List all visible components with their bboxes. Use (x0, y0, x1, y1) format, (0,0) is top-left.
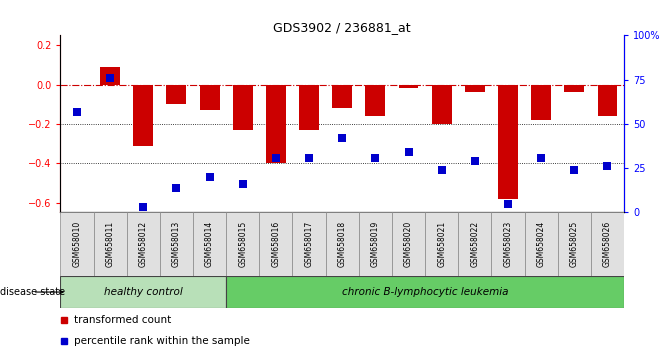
Bar (226, 212, 259, 276)
Point (337, 135, 348, 141)
Text: GSM658022: GSM658022 (470, 221, 479, 267)
Bar (525, 212, 558, 276)
Bar (531, 85, 551, 120)
Point (72, 109, 83, 114)
Bar (226, 276, 624, 308)
Bar (399, 85, 419, 88)
Point (503, 201, 513, 206)
Point (470, 158, 480, 164)
Text: GSM658013: GSM658013 (172, 221, 181, 267)
Bar (127, 212, 160, 276)
Bar (425, 212, 458, 276)
Point (436, 167, 447, 173)
Bar (491, 212, 525, 276)
Text: percentile rank within the sample: percentile rank within the sample (74, 336, 250, 346)
Text: GSM658017: GSM658017 (305, 221, 313, 267)
Text: disease state: disease state (0, 287, 65, 297)
Bar (366, 85, 385, 116)
Text: GSM658021: GSM658021 (437, 221, 446, 267)
Bar (233, 85, 253, 130)
Point (105, 75, 115, 81)
Point (204, 174, 215, 180)
Text: GSM658012: GSM658012 (139, 221, 148, 267)
Point (138, 204, 149, 210)
Bar (558, 212, 591, 276)
Point (238, 181, 248, 187)
Text: GSM658019: GSM658019 (371, 221, 380, 267)
Bar (166, 85, 187, 104)
Bar (259, 212, 293, 276)
Text: healthy control: healthy control (104, 287, 183, 297)
Point (304, 155, 315, 160)
Text: GSM658026: GSM658026 (603, 221, 612, 267)
Point (403, 149, 414, 155)
Bar (93, 212, 127, 276)
Text: GSM658011: GSM658011 (105, 221, 115, 267)
Point (270, 155, 281, 160)
Bar (100, 67, 120, 85)
Point (171, 185, 182, 190)
Bar (299, 85, 319, 130)
Bar (60, 212, 93, 276)
Point (535, 155, 546, 160)
Point (602, 164, 613, 169)
Bar (200, 85, 219, 110)
Bar (160, 212, 193, 276)
Bar (266, 85, 286, 163)
Text: GSM658024: GSM658024 (537, 221, 546, 267)
Bar (564, 85, 584, 92)
Bar (591, 212, 624, 276)
Bar (431, 85, 452, 124)
Bar (193, 212, 226, 276)
Bar (465, 85, 484, 92)
Title: GDS3902 / 236881_at: GDS3902 / 236881_at (273, 21, 411, 34)
Text: GSM658025: GSM658025 (570, 221, 579, 267)
Bar (325, 212, 359, 276)
Point (370, 155, 380, 160)
Bar (498, 85, 518, 199)
Text: GSM658016: GSM658016 (271, 221, 280, 267)
Bar (597, 85, 617, 116)
Bar (458, 212, 491, 276)
Bar (134, 85, 153, 145)
Bar (293, 212, 325, 276)
Text: GSM658014: GSM658014 (205, 221, 214, 267)
Text: GSM658020: GSM658020 (404, 221, 413, 267)
Bar (332, 85, 352, 108)
Text: chronic B-lymphocytic leukemia: chronic B-lymphocytic leukemia (342, 287, 509, 297)
Bar (392, 212, 425, 276)
Text: GSM658018: GSM658018 (338, 221, 347, 267)
Bar (359, 212, 392, 276)
Text: GSM658023: GSM658023 (503, 221, 513, 267)
Text: transformed count: transformed count (74, 315, 171, 325)
Text: GSM658015: GSM658015 (238, 221, 247, 267)
Point (569, 167, 580, 173)
Bar (60, 276, 226, 308)
Text: GSM658010: GSM658010 (72, 221, 81, 267)
